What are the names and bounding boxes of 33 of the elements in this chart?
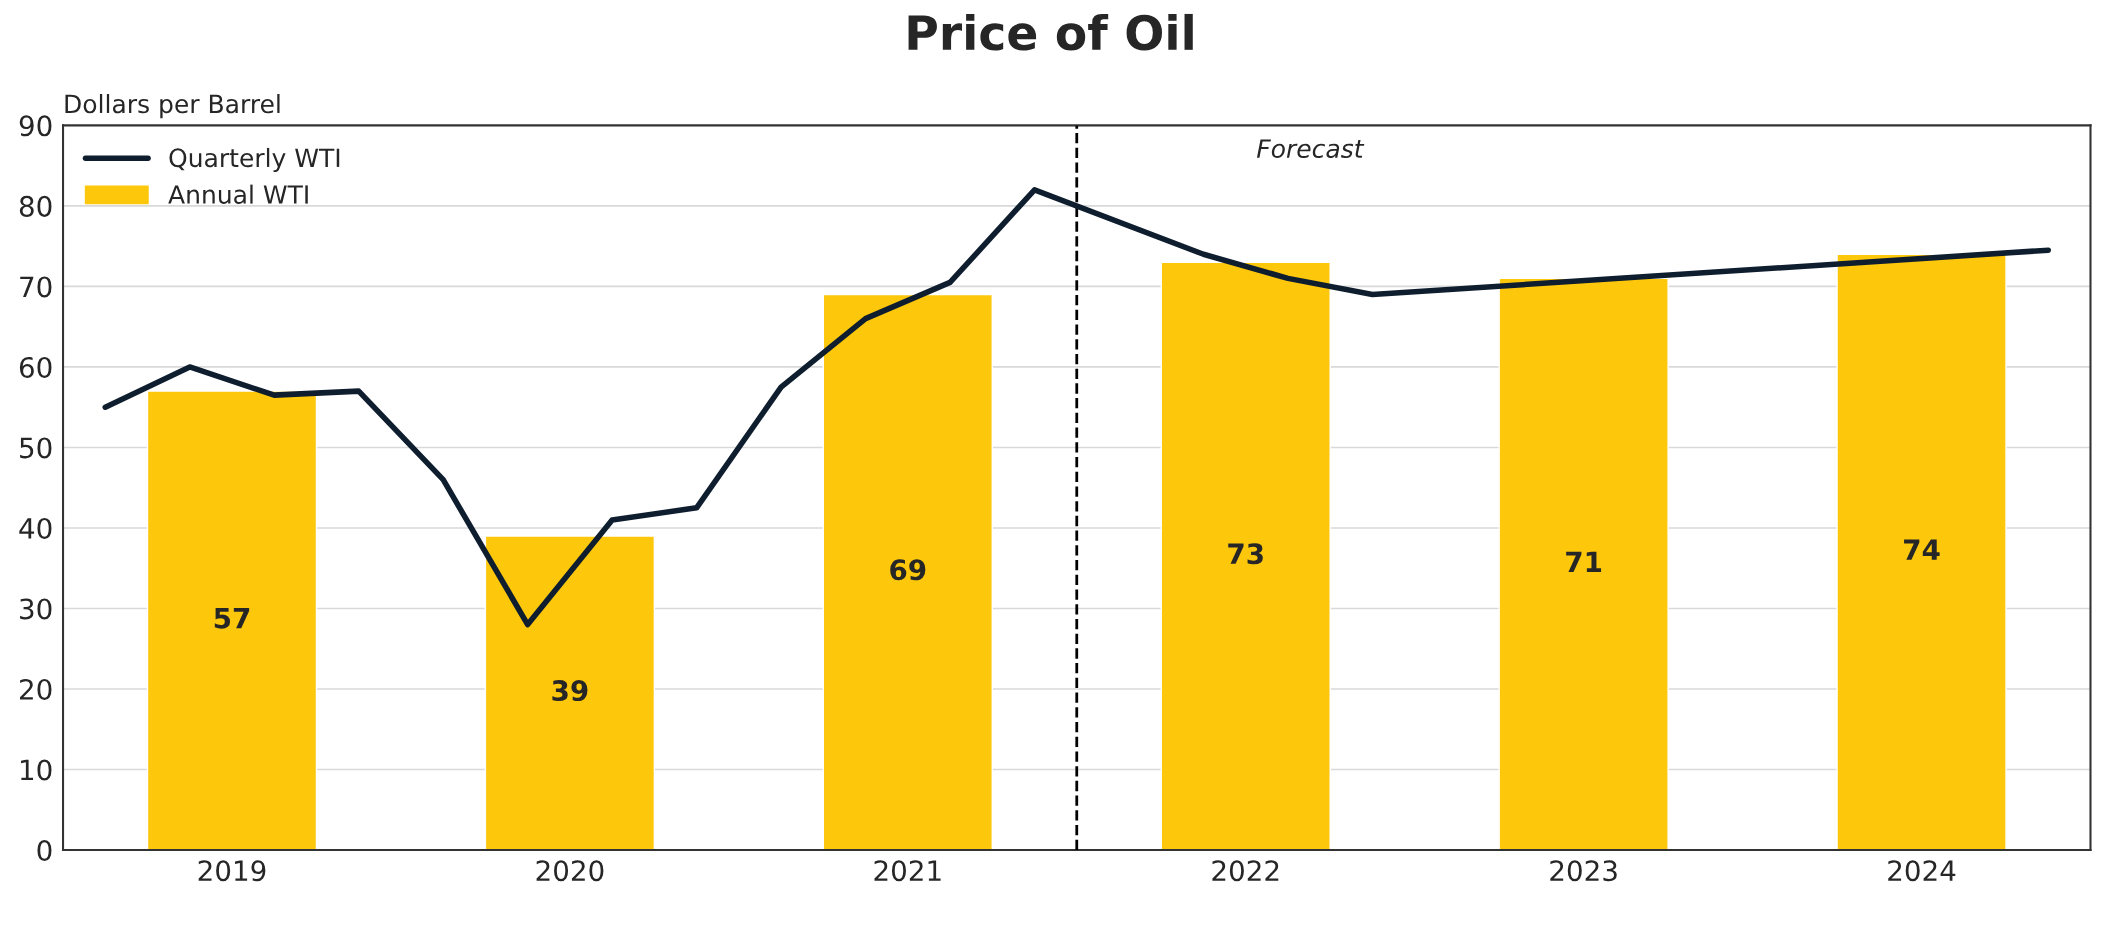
bar (1160, 261, 1331, 851)
y-tick-label: 90 (19, 115, 52, 137)
y-tick-label: 50 (20, 437, 52, 459)
y-tick-label: 20 (20, 678, 52, 700)
y-tick-label: 0 (37, 839, 52, 861)
y-tick-label: 70 (20, 276, 52, 298)
data-label: 74 (1904, 539, 1940, 560)
y-tick-label: 40 (19, 517, 52, 539)
y-tick-label: 30 (20, 598, 52, 620)
y-tick-label: 80 (19, 195, 52, 217)
x-tick-label: 2020 (536, 860, 604, 882)
chart-title: Price of Oil (908, 13, 1193, 51)
bar (822, 293, 993, 851)
legend-label: Quarterly WTI (169, 147, 340, 173)
bar (1836, 253, 2007, 851)
data-label: 69 (890, 559, 926, 581)
bar (1498, 277, 1669, 851)
bar (146, 390, 318, 851)
data-label: 73 (1228, 543, 1263, 565)
x-tick-label: 2023 (1550, 860, 1617, 882)
data-label: 57 (214, 607, 250, 629)
x-tick-label: 2019 (198, 860, 266, 882)
y-tick-label: 10 (21, 759, 52, 781)
x-tick-label: 2024 (1888, 860, 1956, 882)
data-label: 71 (1566, 551, 1602, 572)
y-axis-title: Dollars per Barrel (65, 93, 280, 119)
x-tick-label: 2022 (1212, 860, 1279, 882)
x-tick-label: 2021 (874, 860, 941, 882)
bar (484, 535, 656, 851)
data-label: 39 (552, 680, 588, 702)
y-tick-label: 60 (19, 356, 52, 378)
legend-label: Annual WTI (168, 184, 308, 204)
annotation: Forecast (1256, 139, 1365, 159)
